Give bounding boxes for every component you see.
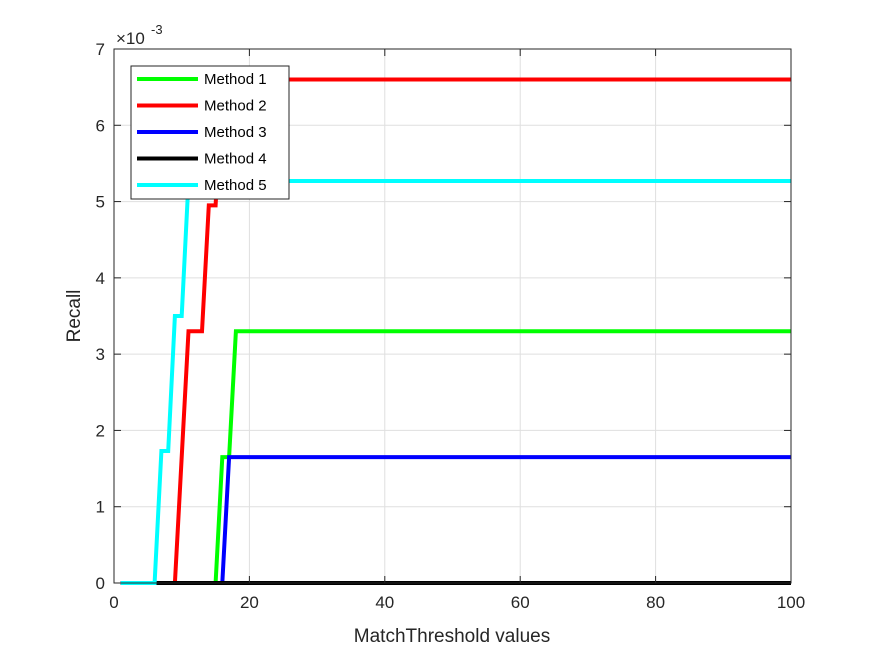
x-tick-label: 0: [109, 593, 118, 612]
plot-frame: [113, 48, 792, 584]
legend-label-5: Method 5: [204, 177, 267, 194]
y-exponent-label: ×10 -3: [116, 22, 163, 48]
legend-label-1: Method 1: [204, 71, 267, 88]
y-tick-label: 3: [96, 345, 105, 364]
y-axis-label: Recall: [64, 290, 85, 343]
series-line-5: [120, 179, 791, 585]
y-tick-label: 5: [96, 193, 105, 212]
legend-label-2: Method 2: [204, 98, 267, 115]
y-tick-label: 4: [96, 269, 105, 288]
y-exponent-text: -3: [151, 22, 163, 37]
x-tick-label: 60: [511, 593, 530, 612]
legend-label-4: Method 4: [204, 151, 267, 168]
legend-label-3: Method 3: [204, 124, 267, 141]
ticks: 0 20 40 60 80 100 0 1 2 3 4 5 6 7: [96, 40, 806, 612]
y-tick-label: 1: [96, 498, 105, 517]
y-tick-label: 6: [96, 116, 105, 135]
x-tick-label: 40: [375, 593, 394, 612]
x-tick-label: 80: [646, 593, 665, 612]
x-axis-label: MatchThreshold values: [354, 626, 550, 647]
y-tick-label: 0: [96, 574, 105, 593]
x-tick-label: 20: [240, 593, 259, 612]
y-tick-label: 2: [96, 421, 105, 440]
legend: Method 1 Method 2 Method 3 Method 4 Method 5: [130, 65, 290, 200]
y-tick-label: 7: [96, 40, 105, 59]
x-tick-label: 100: [777, 593, 805, 612]
y-multiplier-text: ×10: [116, 29, 145, 48]
